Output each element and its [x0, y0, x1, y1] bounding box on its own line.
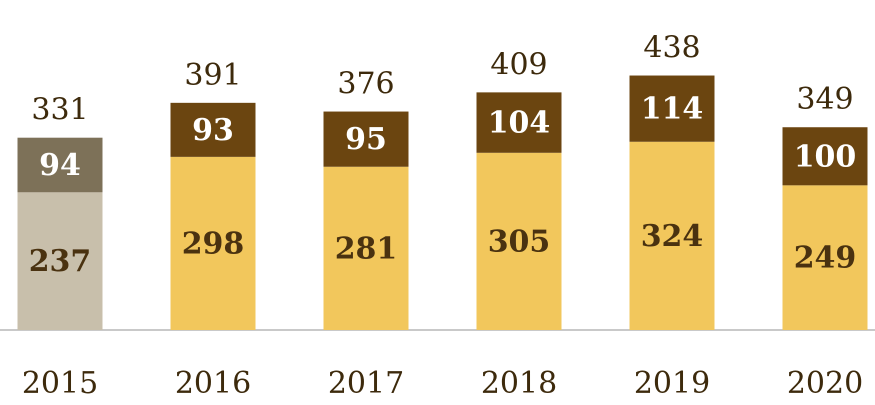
- x-tick-label: 2020: [787, 366, 863, 401]
- segment-label: 100: [794, 139, 857, 174]
- bar-segment: [17, 137, 103, 193]
- bar-segment: [476, 92, 562, 153]
- bar-segment: [170, 156, 256, 330]
- total-label: 409: [490, 47, 547, 82]
- x-tick-label: 2018: [481, 366, 557, 401]
- segment-label: 94: [39, 148, 81, 183]
- segment-label: 237: [29, 244, 92, 279]
- segment-label: 95: [345, 122, 387, 157]
- bar-segment: [323, 166, 409, 330]
- total-label: 438: [643, 31, 700, 66]
- total-label: 391: [184, 58, 241, 93]
- x-tick-label: 2016: [175, 366, 251, 401]
- segment-label: 305: [488, 224, 551, 259]
- bar-segment: [17, 192, 103, 330]
- total-label: 331: [31, 93, 88, 128]
- segment-label: 104: [488, 106, 551, 141]
- x-tick-label: 2015: [22, 366, 98, 401]
- bar-segment: [629, 141, 715, 330]
- segment-label: 281: [335, 231, 398, 266]
- x-tick-label: 2019: [634, 366, 710, 401]
- bar-segment: [476, 152, 562, 330]
- x-tick-label: 2017: [328, 366, 404, 401]
- bar-segment: [782, 127, 868, 186]
- segment-label: 93: [192, 113, 234, 148]
- total-label: 376: [337, 67, 394, 102]
- segment-label: 249: [794, 241, 857, 276]
- bar-segment: [782, 185, 868, 330]
- bar-segment: [629, 75, 715, 142]
- segment-label: 114: [641, 92, 704, 127]
- bar-segment: [170, 102, 256, 157]
- segment-label: 324: [641, 219, 704, 254]
- total-label: 349: [796, 82, 853, 117]
- bar-segment: [323, 111, 409, 167]
- segment-label: 298: [182, 226, 245, 261]
